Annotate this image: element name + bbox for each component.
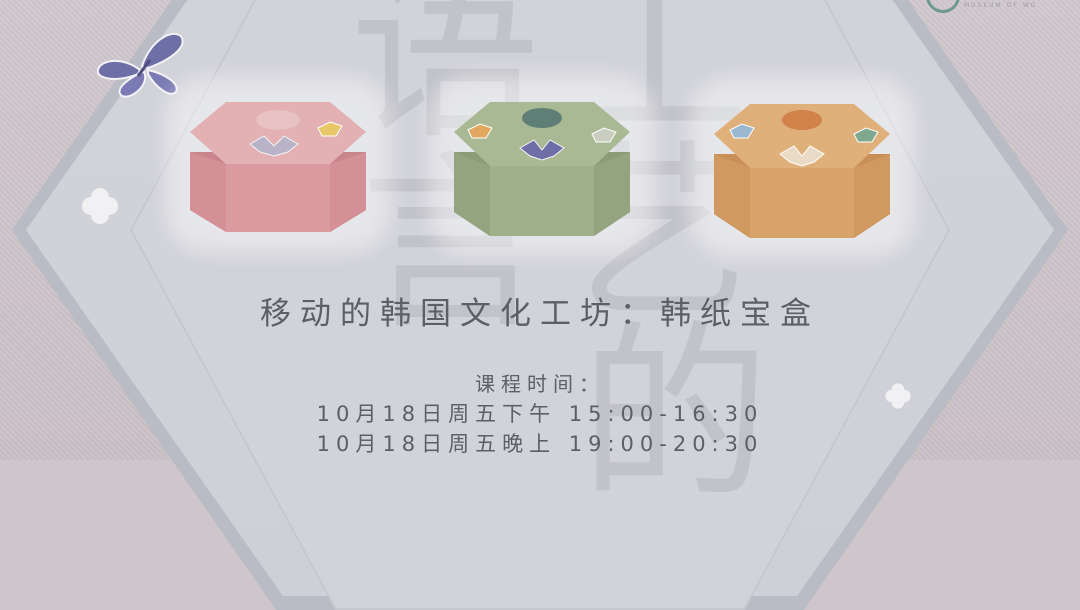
orange-paper-box-image (690, 78, 914, 256)
pink-paper-box-image (166, 78, 390, 252)
flower-ornament-icon (82, 188, 118, 224)
museum-logo-text: MUSEUM OF WG (964, 2, 1038, 9)
schedule-session-2: 10月18日周五晚上 19:00-20:30 (316, 432, 764, 456)
butterfly-icon (97, 33, 184, 98)
schedule-label: 课程时间： (475, 372, 605, 396)
flower-ornament-icon (885, 383, 911, 409)
green-paper-box-image (430, 76, 654, 254)
schedule-session-1: 10月18日周五下午 15:00-16:30 (316, 402, 764, 426)
page-title: 移动的韩国文化工坊：韩纸宝盒 (260, 296, 820, 332)
